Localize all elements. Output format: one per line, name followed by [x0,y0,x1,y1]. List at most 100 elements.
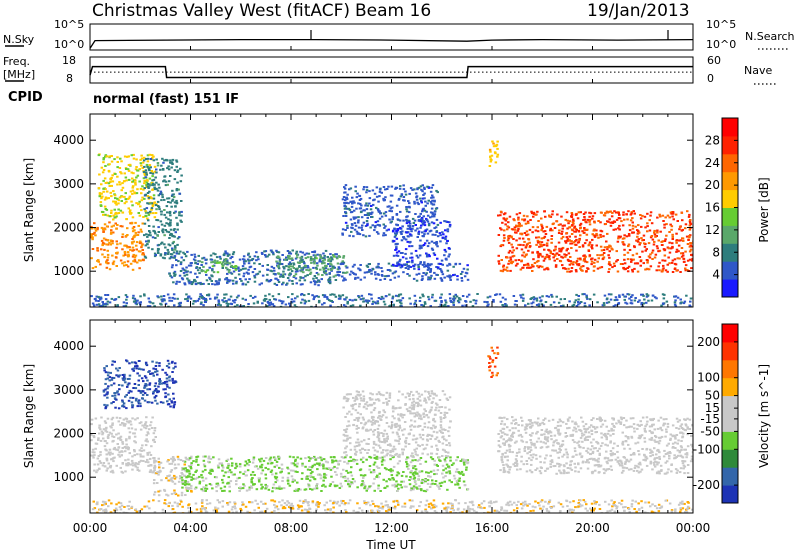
echo-cell [648,219,651,222]
echo-cell [138,422,142,425]
echo-cell [151,156,154,159]
echo-cell [143,255,147,258]
echo-cell [176,228,179,231]
echo-cell [128,210,132,213]
echo-cell [138,367,141,370]
echo-cell [416,459,420,462]
echo-cell [136,417,139,420]
echo-cell [273,298,276,301]
echo-cell [315,277,318,279]
echo-cell [200,301,203,304]
echo-cell [97,439,100,441]
echo-cell [643,215,647,218]
echo-cell [300,255,304,258]
echo-cell [501,270,505,273]
echo-cell [100,192,103,195]
echo-cell [570,233,574,235]
echo-cell [170,195,174,197]
echo-cell [160,223,164,226]
echo-cell [134,234,137,237]
echo-cell [125,447,128,450]
echo-cell [92,435,96,437]
echo-cell [349,200,353,203]
echo-cell [231,253,235,256]
echo-cell [397,275,400,278]
echo-cell [593,261,596,264]
echo-cell [431,458,435,460]
echo-cell [558,229,561,232]
echo-cell [454,293,457,296]
echo-cell [441,231,444,234]
echo-cell [593,212,597,215]
echo-cell [449,459,452,462]
echo-cell [207,457,210,460]
echo-cell [397,250,401,253]
echo-cell [119,157,122,160]
echo-cell [161,256,165,259]
echo-cell [543,257,547,260]
echo-cell [147,168,151,170]
echo-cell [401,297,405,300]
echo-cell [276,262,279,265]
echo-cell [525,253,528,256]
echo-cell [303,299,306,302]
echo-cell [188,457,192,460]
echo-cell [637,238,641,241]
echo-cell [475,299,478,302]
echo-cell [426,185,429,188]
echo-cell [166,211,169,214]
echo-cell [170,477,173,480]
echo-cell [362,300,365,303]
echo-cell [424,479,427,481]
echo-cell [144,176,147,179]
echo-cell [196,476,199,479]
echo-cell [645,248,648,251]
echo-cell [504,219,508,222]
echo-cell [432,469,436,472]
echo-cell [549,227,552,230]
echo-cell [606,248,609,251]
echo-cell [455,480,459,483]
echo-cell [273,475,277,478]
echo-cell [495,293,498,296]
echo-cell [353,480,356,483]
echo-cell [471,305,475,307]
echo-cell [365,214,368,216]
echo-cell [513,228,517,231]
echo-cell [595,244,598,247]
echo-cell [543,268,546,271]
echo-cell [338,271,342,273]
echo-cell [129,190,133,193]
echo-cell [501,304,504,306]
echo-cell [621,263,624,265]
echo-cell [536,264,539,267]
echo-cell [176,169,180,172]
echo-cell [154,254,157,256]
echo-cell [142,177,146,180]
echo-cell [218,255,222,258]
freq-tick-lo: 8 [66,72,73,85]
echo-cell [433,459,436,462]
echo-cell [466,295,469,298]
echo-cell [414,192,418,195]
echo-cell [151,184,154,187]
echo-cell [591,238,594,241]
echo-cell [140,368,143,371]
echo-cell [296,471,299,473]
echo-cell [624,301,627,304]
echo-cell [464,304,467,307]
echo-cell [134,399,138,402]
echo-cell [117,407,121,410]
echo-cell [663,226,666,229]
echo-cell [391,456,395,459]
echo-cell [644,226,647,229]
echo-cell [322,483,325,486]
echo-cell [322,270,326,273]
echo-cell [142,460,145,462]
echo-cell [500,228,503,231]
echo-cell [463,275,467,278]
echo-cell [110,195,113,198]
echo-cell [397,228,400,230]
echo-cell [153,441,156,443]
echo-cell [589,212,593,215]
